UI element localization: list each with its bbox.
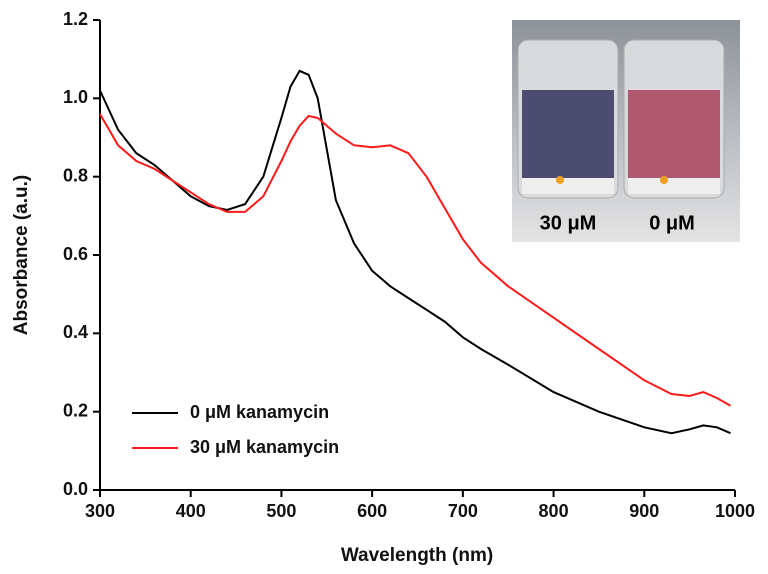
x-tick-label: 600 xyxy=(357,501,387,521)
y-tick-label: 0.4 xyxy=(63,322,88,342)
x-tick-label: 800 xyxy=(539,501,569,521)
inset-photo: 30 μM 0 μM xyxy=(512,20,740,242)
y-tick-label: 0.8 xyxy=(63,165,88,185)
x-tick-label: 1000 xyxy=(715,501,755,521)
y-tick-label: 0.6 xyxy=(63,244,88,264)
x-tick-label: 900 xyxy=(629,501,659,521)
inset-label: 0 μM xyxy=(649,212,695,234)
chart: 30 μM 0 μM Wavelength (nm) Absorbance (a… xyxy=(0,0,768,574)
y-axis-label: Absorbance (a.u.) xyxy=(11,175,32,335)
y-tick-label: 0.0 xyxy=(63,479,88,499)
y-tick-label: 1.2 xyxy=(63,9,88,29)
x-tick-label: 300 xyxy=(85,501,115,521)
y-tick-label: 0.2 xyxy=(63,400,88,420)
x-tick-label: 500 xyxy=(266,501,296,521)
x-tick-label: 700 xyxy=(448,501,478,521)
inset-label: 30 μM xyxy=(540,212,597,234)
x-tick-label: 400 xyxy=(176,501,206,521)
y-tick-label: 1.0 xyxy=(63,87,88,107)
x-axis-label: Wavelength (nm) xyxy=(341,545,493,566)
legend-label: 30 μM kanamycin xyxy=(190,437,339,457)
legend-label: 0 μM kanamycin xyxy=(190,402,329,422)
